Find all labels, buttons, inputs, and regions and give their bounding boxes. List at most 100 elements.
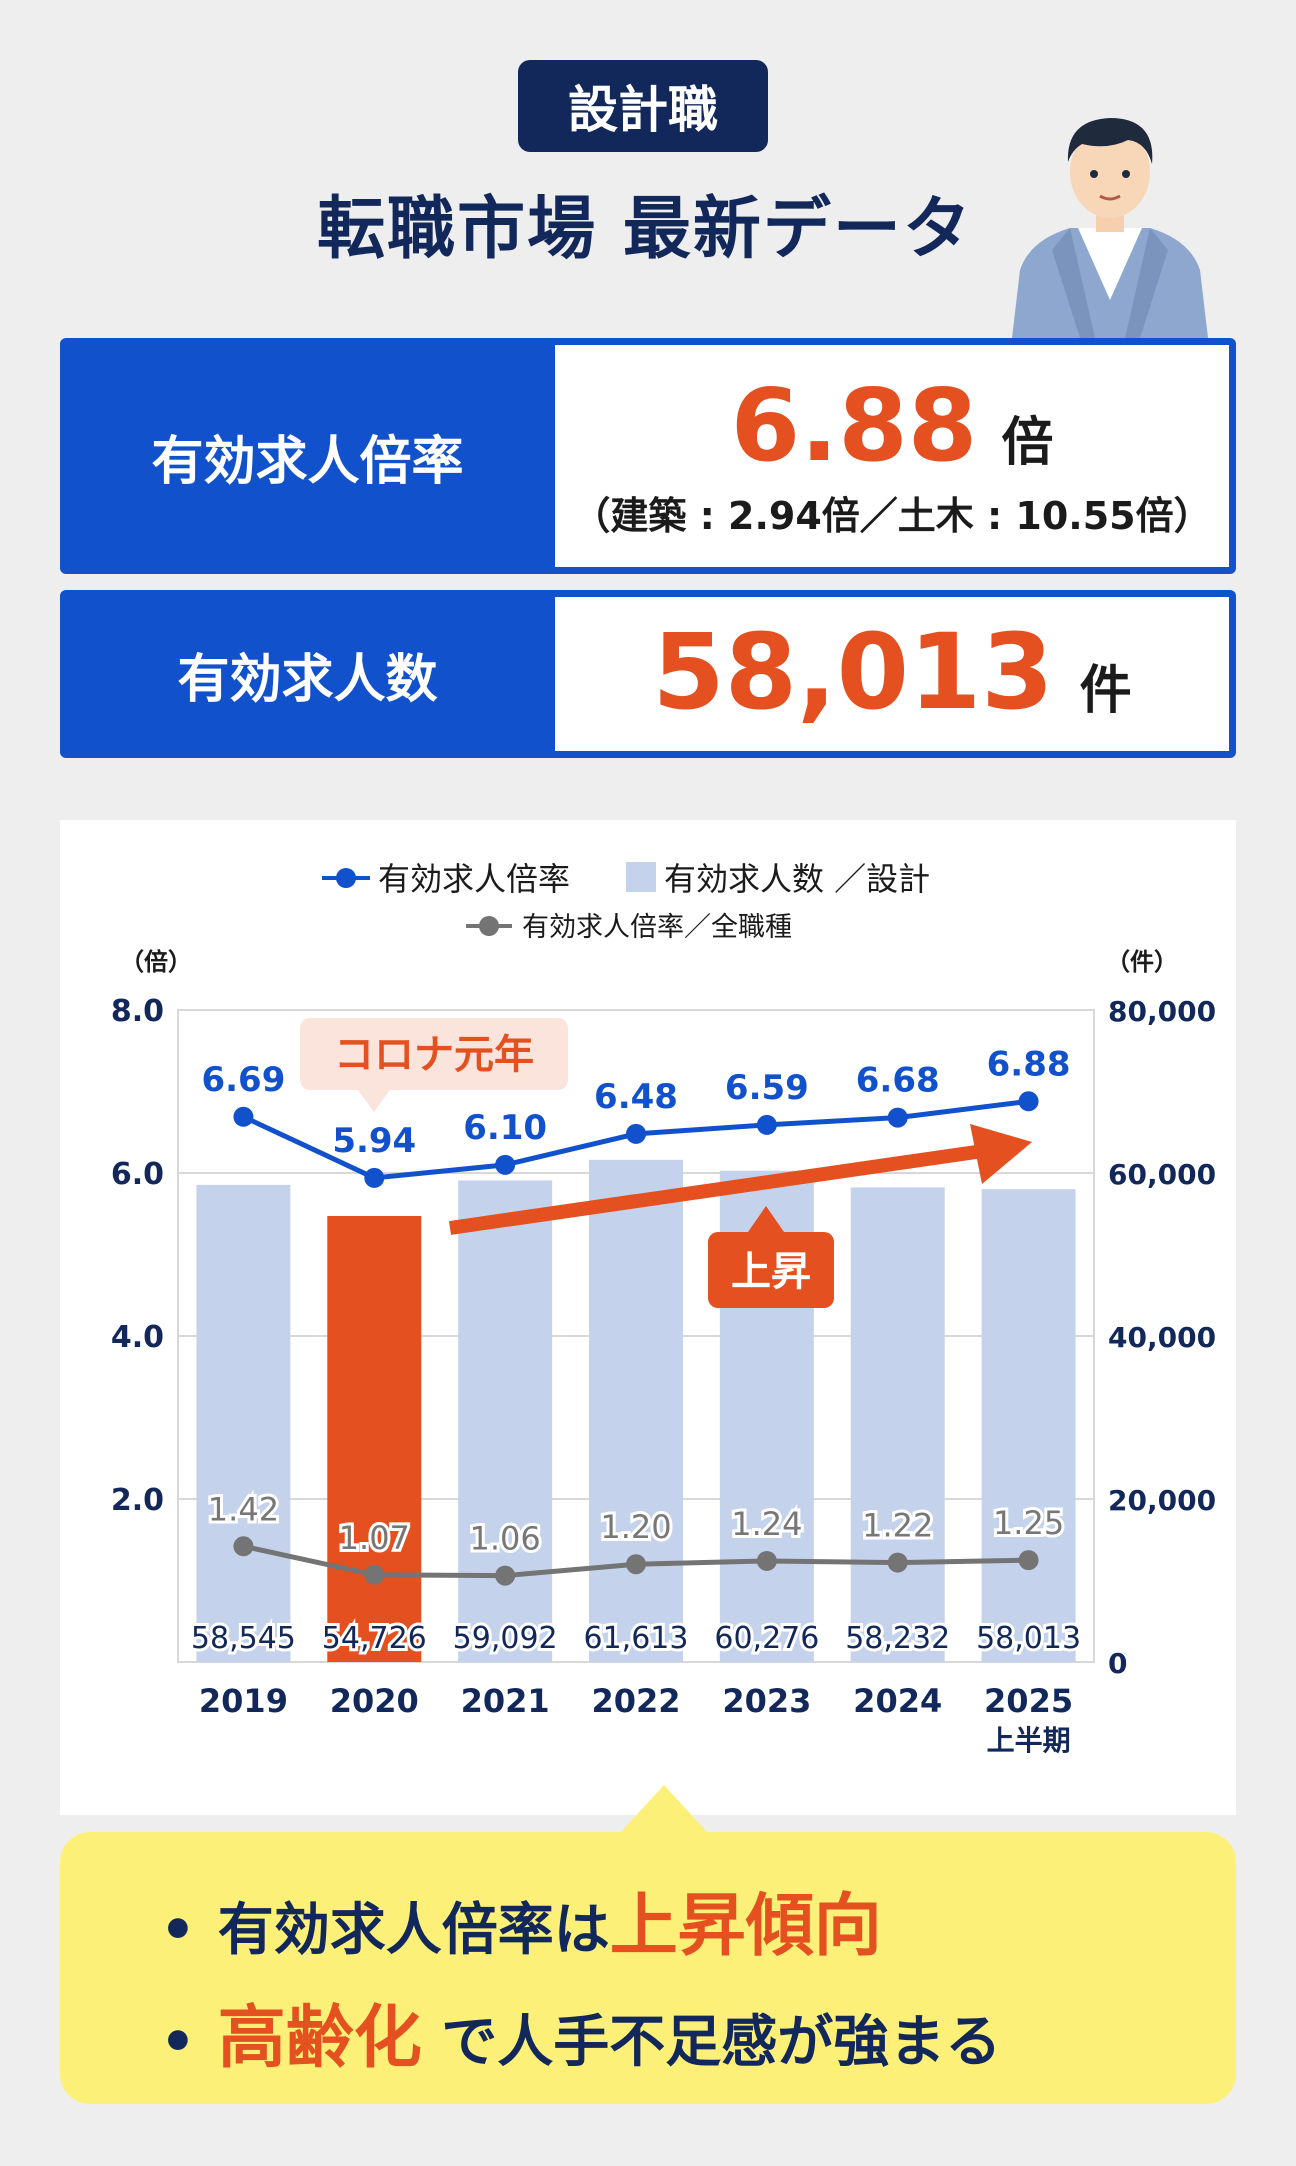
openings-stat-panel: 58,013 件 [555,597,1229,751]
bar-value-label: 58,232 [845,1621,950,1656]
all-jobs-point [756,1550,777,1571]
ratio-unit: 倍 [1001,413,1054,473]
right-axis-unit: （件） [1106,948,1178,976]
x-tick-label: 2021 [461,1682,550,1720]
all-jobs-point [233,1536,254,1557]
corona-annotation: コロナ元年 [300,1018,568,1112]
all-jobs-point [887,1552,908,1573]
rise-annotation: 上昇 [708,1206,834,1308]
bullet-dot: • [160,1898,196,1963]
x-axis-labels: 2019 2020 2021 2022 2023 2024 2025 上半期 [199,1682,1073,1757]
all-jobs-point [364,1564,385,1585]
page-title: 転職市場 最新データ [317,189,973,269]
legend-ratio-marker [336,868,356,888]
right-tick-label: 20,000 [1108,1484,1216,1517]
summary-line-2-highlight: 高齢化 [217,1999,422,2078]
left-tick-label: 6.0 [111,1157,164,1192]
bar-value-label: 59,092 [453,1621,558,1656]
legend-all-marker [479,916,499,936]
x-tick-label: 2024 [853,1682,942,1720]
bar-2020 [327,1215,422,1662]
bar-value-label: 61,613 [584,1621,689,1656]
summary-line-1-highlight: 上昇傾向 [609,1887,882,1966]
ratio-value-label: 6.69 [201,1060,285,1100]
rise-arrow-shaft [448,1143,992,1235]
summary-box: • 有効求人倍率は上昇傾向 • 高齢化 で人手不足感が強まる [60,1832,1236,2104]
right-tick-label: 80,000 [1108,995,1216,1028]
all-jobs-value-label: 1.24 [731,1505,802,1543]
legend-ratio-label: 有効求人倍率 [378,860,570,898]
all-jobs-value-label: 1.06 [470,1520,541,1558]
legend-bars-label: 有効求人数 ／設計 [664,860,930,898]
ratio-stat-label: 有効求人倍率 [151,431,464,492]
line-series: 6.69 5.94 6.10 6.48 6.59 6.68 6.88 1.42 1.07 1.06… [198,1041,1074,1586]
all-jobs-value-label: 1.42 [208,1490,279,1528]
summary-line-1-prefix: 有効求人倍率は [217,1898,610,1963]
x-tick-label: 2019 [199,1682,288,1720]
left-tick-label: 4.0 [111,1320,164,1355]
bar-series: 58,545 54,726 59,092 61,613 60,276 58,232 58,0… [188,1159,1084,1662]
x-tick-label: 2025 [984,1682,1073,1720]
right-tick-label: 0 [1108,1647,1127,1680]
businessman-illustration [1012,118,1208,338]
ratio-value-label: 6.10 [463,1108,547,1148]
ratio-value: 6.88 [730,367,978,484]
ratio-point [233,1106,254,1127]
corona-callout-box [300,1018,568,1090]
bar-value-label: 58,545 [191,1621,296,1656]
ratio-point [756,1114,777,1135]
openings-unit: 件 [1079,661,1132,721]
ratio-point [626,1123,646,1144]
all-jobs-point [1018,1550,1039,1571]
ratio-stat-panel: 6.88 倍 （建築 : 2.94倍／土木 : 10.55倍） [555,345,1229,567]
corona-callout-text: コロナ元年 [334,1032,534,1078]
ratio-point [364,1167,385,1188]
ratio-value-label: 5.94 [332,1121,416,1161]
bar-value-label: 54,726 [322,1621,427,1656]
summary-line-1: • 有効求人倍率は上昇傾向 [160,1870,882,1969]
ratio-value-label: 6.68 [856,1061,940,1101]
legend-all-label: 有効求人倍率／全職種 [522,912,792,943]
openings-stat-label: 有効求人数 [177,649,438,710]
bar-2025 [981,1189,1076,1662]
left-tick-label: 2.0 [111,1483,164,1518]
bar-value-label: 60,276 [714,1621,819,1656]
all-jobs-value-label: 1.25 [993,1504,1064,1542]
bar-value-label: 58,013 [976,1621,1081,1656]
rise-callout-box [708,1232,834,1308]
left-axis-unit: （倍） [120,948,192,976]
all-jobs-value-label: 1.22 [862,1507,933,1545]
rise-callout-text: 上昇 [731,1249,811,1295]
ratio-value-label: 6.59 [725,1068,809,1108]
ratio-value-label: 6.48 [594,1077,678,1117]
all-jobs-value-label: 1.20 [600,1508,671,1546]
right-tick-label: 40,000 [1108,1321,1216,1354]
job-category-badge: 設計職 [518,60,768,152]
ratio-point [887,1107,908,1128]
rise-arrow [448,1124,1032,1235]
ratio-point [1018,1091,1039,1112]
openings-stat-box: 有効求人数 58,013 件 [60,590,1236,758]
all-jobs-point [626,1554,646,1575]
ratio-detail: （建築 : 2.94倍／土木 : 10.55倍） [572,494,1212,538]
all-jobs-point [495,1565,516,1586]
all-jobs-value-label: 1.07 [339,1519,410,1557]
summary-pointer [620,1785,708,1833]
x-tick-label: 2022 [591,1682,680,1720]
bar-2021 [458,1180,553,1662]
rise-callout-pointer [748,1206,784,1232]
ratio-point [495,1154,516,1175]
ratio-stat-box: 有効求人倍率 6.88 倍 （建築 : 2.94倍／土木 : 10.55倍） [60,338,1236,574]
bar-2019 [196,1184,291,1662]
bar-2022 [589,1159,683,1662]
chart-legend: 有効求人倍率 有効求人数 ／設計 有効求人倍率／全職種 [322,860,930,943]
bullet-dot: • [160,2010,196,2075]
legend-bars-swatch [626,862,656,892]
corona-callout-pointer [358,1090,390,1112]
right-tick-label: 60,000 [1108,1158,1216,1191]
summary-line-2: • 高齢化 で人手不足感が強まる [160,1982,1001,2081]
left-tick-label: 8.0 [111,994,164,1029]
x-tick-label: 2020 [330,1682,419,1720]
summary-line-2-suffix: で人手不足感が強まる [421,2010,1002,2075]
